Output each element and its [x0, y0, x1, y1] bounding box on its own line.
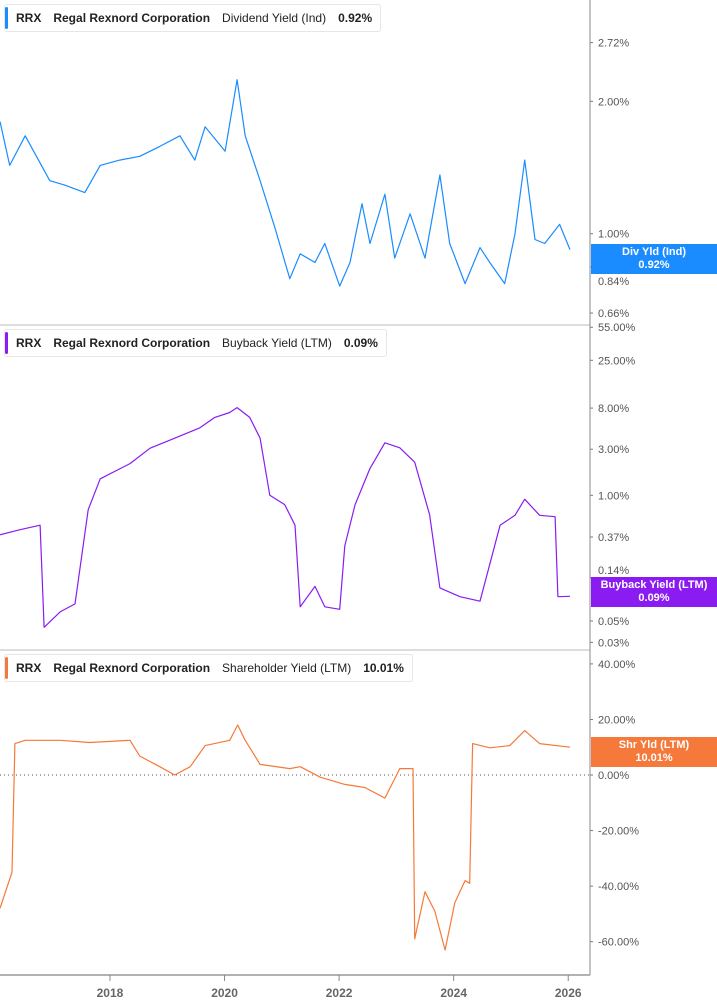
legend-ticker: RRX: [16, 661, 42, 675]
legend-dividend-yield: RRX Regal Rexnord Corporation Dividend Y…: [4, 4, 382, 32]
legend-metric: Dividend Yield (Ind): [222, 11, 327, 25]
legend-value: 10.01%: [363, 661, 404, 675]
legend-metric: Buyback Yield (LTM): [222, 336, 332, 350]
badge-label: Shr Yld (LTM): [618, 739, 690, 751]
y-tick-label: 2.72%: [598, 38, 629, 50]
y-tick-label: 3.00%: [598, 444, 629, 456]
series-color-marker: [5, 7, 8, 29]
y-tick-label: 1.00%: [598, 490, 629, 502]
legend-company: Regal Rexnord Corporation: [53, 11, 211, 25]
legend-metric: Shareholder Yield (LTM): [222, 661, 352, 675]
y-tick-label: 0.14%: [598, 565, 629, 577]
badge-label: Div Yld (Ind): [622, 246, 686, 258]
y-tick-label: 8.00%: [598, 403, 629, 415]
x-tick-label: 2022: [326, 986, 353, 1000]
legend-value: 0.92%: [338, 11, 373, 25]
current-value-badge-dividend: Div Yld (Ind) 0.92%: [591, 244, 717, 274]
y-tick-label: 0.84%: [598, 276, 629, 288]
y-tick-label: 0.66%: [598, 308, 629, 320]
y-tick-label: 20.00%: [598, 714, 636, 726]
x-tick-label: 2024: [440, 986, 467, 1000]
series-color-marker: [5, 657, 8, 679]
legend-ticker: RRX: [16, 11, 42, 25]
badge-label: Buyback Yield (LTM): [600, 579, 708, 591]
series-line: [0, 724, 571, 951]
x-tick-label: 2026: [555, 986, 582, 1000]
y-tick-label: 55.00%: [598, 322, 636, 334]
legend-ticker: RRX: [16, 336, 42, 350]
y-tick-label: -20.00%: [598, 826, 639, 838]
current-value-badge-buyback: Buyback Yield (LTM) 0.09%: [591, 577, 717, 607]
y-tick-label: 1.00%: [598, 229, 629, 241]
y-tick-label: 25.00%: [598, 355, 636, 367]
legend-company: Regal Rexnord Corporation: [53, 661, 211, 675]
series-line: [0, 79, 571, 287]
x-tick-label: 2018: [97, 986, 124, 1000]
y-tick-label: 40.00%: [598, 659, 636, 671]
y-tick-label: 0.37%: [598, 532, 629, 544]
y-tick-label: 0.00%: [598, 770, 629, 782]
series-color-marker: [5, 332, 8, 354]
badge-value: 10.01%: [635, 752, 673, 764]
badge-value: 0.92%: [638, 259, 670, 271]
badge-value: 0.09%: [638, 592, 670, 604]
y-tick-label: -40.00%: [598, 881, 639, 893]
legend-value: 0.09%: [343, 336, 378, 350]
y-tick-label: -60.00%: [598, 937, 639, 949]
legend-company: Regal Rexnord Corporation: [53, 336, 211, 350]
y-tick-label: 0.03%: [598, 637, 629, 649]
current-value-badge-shareholder: Shr Yld (LTM) 10.01%: [591, 737, 717, 767]
series-line: [0, 407, 571, 628]
legend-buyback-yield: RRX Regal Rexnord Corporation Buyback Yi…: [4, 329, 387, 357]
x-tick-label: 2020: [211, 986, 238, 1000]
legend-shareholder-yield: RRX Regal Rexnord Corporation Shareholde…: [4, 654, 413, 682]
y-tick-label: 0.05%: [598, 616, 629, 628]
y-tick-label: 2.00%: [598, 96, 629, 108]
